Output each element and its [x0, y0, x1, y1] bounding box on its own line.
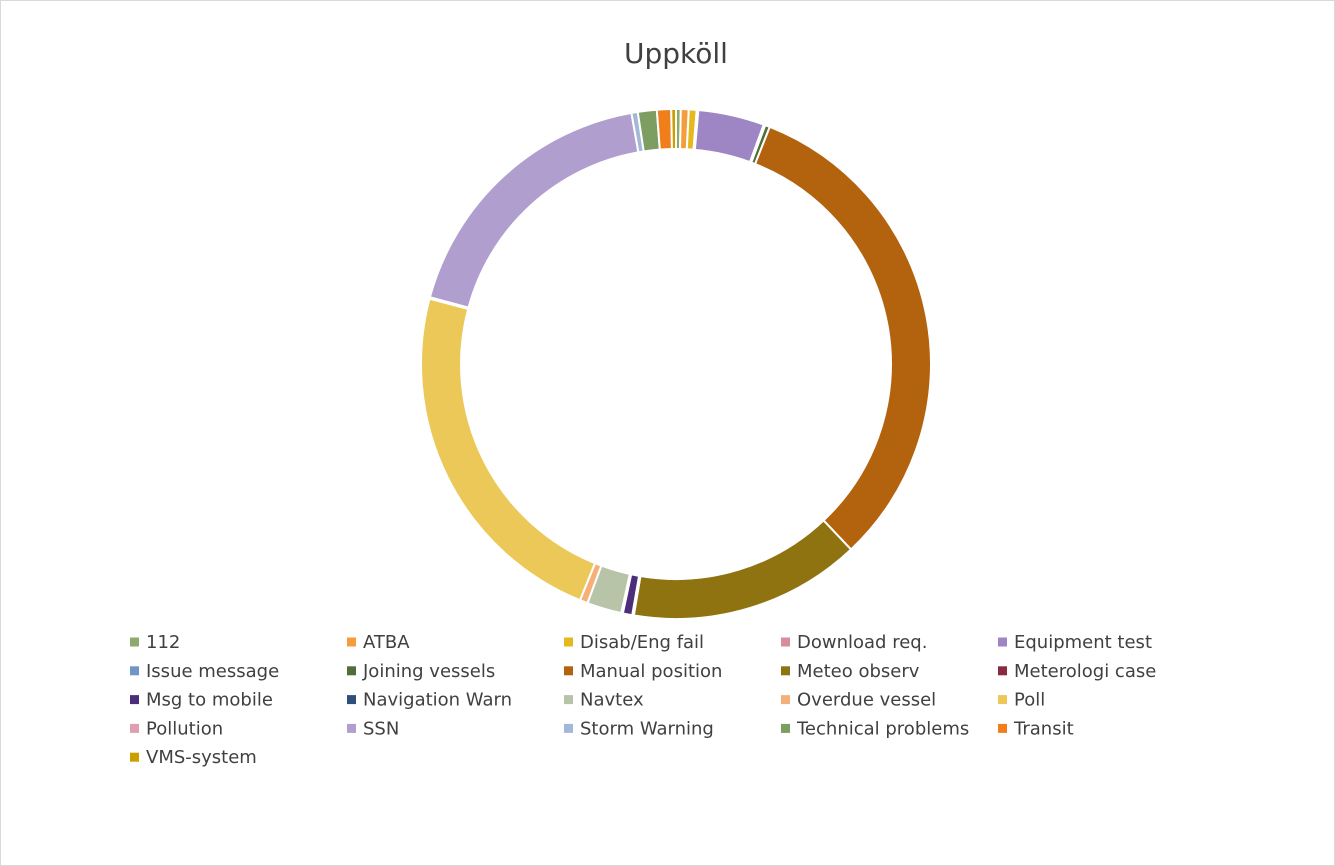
legend-swatch — [564, 666, 573, 676]
legend-label: Disab/Eng fail — [580, 632, 704, 653]
legend-swatch — [781, 666, 790, 676]
legend-swatch — [998, 666, 1007, 676]
legend-label: Storm Warning — [580, 718, 714, 739]
legend-label: Navigation Warn — [363, 690, 512, 711]
legend-swatch — [564, 695, 573, 705]
legend-label: Equipment test — [1014, 632, 1152, 653]
legend-label: Overdue vessel — [797, 690, 936, 711]
legend-swatch — [130, 637, 139, 647]
legend-label: Navtex — [580, 690, 644, 711]
legend-label: Msg to mobile — [146, 690, 273, 711]
legend-label: Technical problems — [796, 718, 969, 739]
donut-segment — [655, 108, 673, 151]
legend-label: SSN — [363, 718, 399, 739]
legend-swatch — [564, 637, 573, 647]
legend-label: Meterologi case — [1014, 661, 1156, 682]
legend-swatch — [998, 695, 1007, 705]
legend-swatch — [347, 637, 356, 647]
legend-swatch — [564, 723, 573, 733]
legend-label: Transit — [1013, 718, 1074, 739]
legend-swatch — [998, 637, 1007, 647]
legend-swatch — [998, 723, 1007, 733]
legend-swatch — [781, 637, 790, 647]
legend-label: Meteo observ — [797, 661, 920, 682]
legend-label: Poll — [1014, 690, 1045, 711]
legend-swatch — [347, 695, 356, 705]
legend-label: Joining vessels — [362, 661, 495, 682]
legend-label: ATBA — [363, 632, 410, 653]
legend-swatch — [781, 695, 790, 705]
legend-swatch — [781, 723, 790, 733]
legend-swatch — [130, 666, 139, 676]
donut-segment — [670, 107, 677, 151]
legend-swatch — [130, 752, 139, 762]
legend-label: Issue message — [146, 661, 279, 682]
legend-swatch — [347, 723, 356, 733]
legend-label: Manual position — [580, 661, 722, 682]
legend-swatch — [130, 695, 139, 705]
legend-swatch — [130, 723, 139, 733]
legend-label: VMS-system — [146, 747, 257, 768]
legend-label: Download req. — [797, 632, 927, 653]
legend-label: 112 — [146, 632, 180, 653]
legend-label: Pollution — [146, 718, 223, 739]
chart-title: Uppköll — [624, 37, 728, 70]
legend-swatch — [347, 666, 356, 676]
